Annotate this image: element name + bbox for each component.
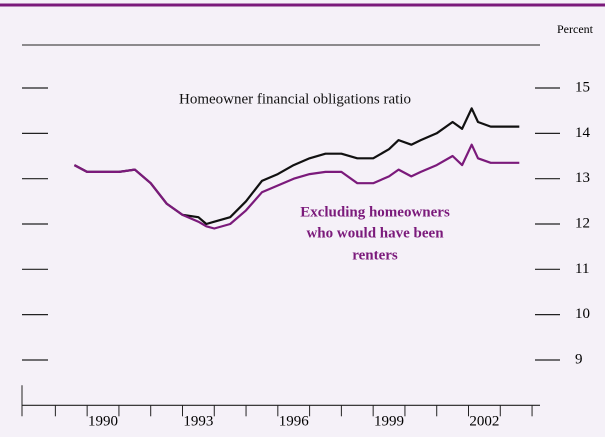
x-tick-label: 1996 <box>279 413 310 429</box>
y-tick-label: 14 <box>575 125 591 141</box>
x-tick-label: 2002 <box>469 413 499 429</box>
y-tick-label: 11 <box>575 261 589 277</box>
annotation: Excluding homeowners <box>300 204 450 220</box>
x-tick-label: 1999 <box>374 413 404 429</box>
x-tick-label: 1990 <box>88 413 118 429</box>
y-tick-label: 10 <box>575 306 590 322</box>
y-tick-label: 9 <box>575 351 583 367</box>
y-tick-label: 13 <box>575 170 590 186</box>
x-tick-label: 1993 <box>183 413 213 429</box>
y-tick-label: 12 <box>575 215 590 231</box>
annotation: Homeowner financial obligations ratio <box>179 91 411 107</box>
y-tick-label: 15 <box>575 79 590 95</box>
y-axis-label: Percent <box>557 22 594 36</box>
annotation: who would have been <box>306 225 444 241</box>
series-line <box>73 143 520 230</box>
annotation: renters <box>352 247 398 263</box>
